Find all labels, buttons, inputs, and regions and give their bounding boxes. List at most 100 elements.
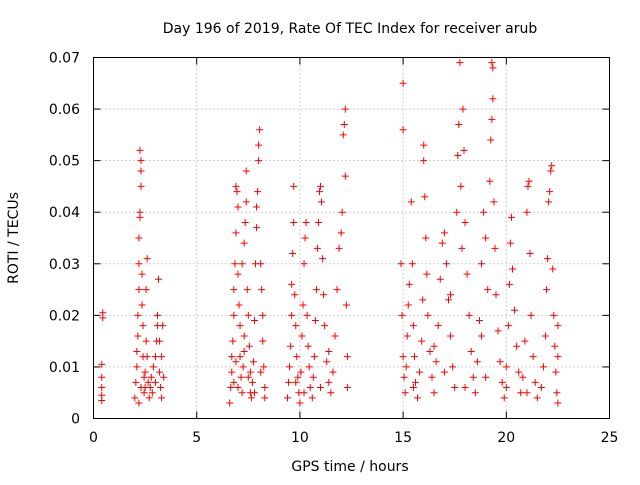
data-point [504,322,512,330]
data-point [321,322,329,330]
data-point [289,249,297,257]
data-point [447,291,455,299]
data-point [238,389,246,397]
data-point [133,363,141,371]
data-point [480,208,488,216]
data-point [459,105,467,113]
data-point [549,265,557,273]
data-point [399,353,407,361]
data-point [436,275,444,283]
data-point [319,255,327,263]
data-point [432,358,440,366]
data-point [244,311,252,319]
data-point [231,260,239,268]
data-point [457,182,465,190]
data-point [256,126,264,134]
data-point [486,177,494,185]
data-point [325,378,333,386]
data-point [488,59,496,67]
data-point [343,384,351,392]
data-point [461,384,469,392]
data-point [303,311,311,319]
data-point [543,286,551,294]
data-point [523,208,531,216]
data-point [399,79,407,87]
data-point [131,394,139,402]
data-point [157,384,165,392]
data-point [234,203,242,211]
data-point [544,255,552,263]
y-axis-title: ROTI / TECUs [6,192,22,284]
data-point [473,358,481,366]
data-point [337,229,345,237]
data-point [261,384,269,392]
data-point [471,389,479,397]
data-point [300,389,308,397]
data-point [137,157,145,165]
data-point [98,360,106,368]
data-point [284,394,292,402]
data-point [98,396,106,404]
data-point [335,244,343,252]
data-point [419,296,427,304]
data-point [507,213,515,221]
data-point [160,373,168,381]
data-point [482,234,490,242]
data-point [550,311,558,319]
data-point [460,146,468,154]
data-point [311,317,319,325]
data-point [140,373,148,381]
data-point [478,260,486,268]
data-point [146,384,154,392]
data-point [399,126,407,134]
data-point [554,399,562,407]
data-point [317,384,325,392]
data-point [463,270,471,278]
data-point [455,121,463,129]
data-point [489,64,497,72]
data-point [230,286,238,294]
data-point [153,311,161,319]
data-point [488,115,496,123]
data-point [244,373,252,381]
data-point [297,368,305,376]
data-point [416,368,424,376]
data-point [408,260,416,268]
data-point [551,342,559,350]
data-point [141,368,149,376]
data-point [420,141,428,149]
data-point [232,229,240,237]
data-point [257,368,265,376]
data-point [288,280,296,288]
x-tick-label: 0 [89,430,98,446]
data-point [292,322,300,330]
data-point [409,384,417,392]
data-point [420,157,428,165]
data-point [309,373,317,381]
data-point [313,244,321,252]
data-point [424,311,432,319]
data-point [411,378,419,386]
data-point [136,146,144,154]
data-point [138,301,146,309]
data-point [290,219,298,227]
data-point [487,136,495,144]
data-point [98,373,106,381]
y-tick-label: 0.04 [49,205,80,221]
data-point [517,389,525,397]
data-point [306,384,314,392]
data-point [140,389,148,397]
x-tick-label: 10 [291,430,309,446]
data-point [238,260,246,268]
data-point [500,394,508,402]
data-point [469,373,477,381]
data-point [135,260,143,268]
data-point [232,182,240,190]
data-point [286,363,294,371]
data-point [298,332,306,340]
data-point [290,182,298,190]
data-point [158,353,166,361]
data-point [331,332,339,340]
data-point [132,378,140,386]
